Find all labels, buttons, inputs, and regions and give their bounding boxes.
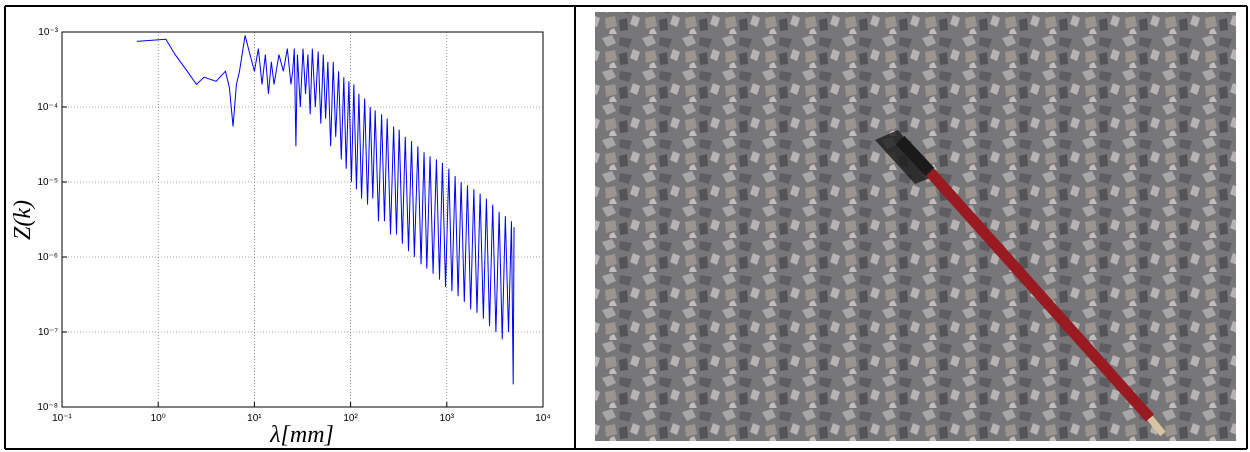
gravel-photo	[595, 12, 1236, 441]
x-tick-label: 10¹	[247, 413, 262, 424]
x-tick-label: 10⁰	[151, 413, 166, 424]
y-tick-label: 10⁻⁵	[37, 177, 58, 188]
pencil-eraser	[895, 135, 935, 177]
y-tick-label: 10⁻⁸	[37, 402, 58, 413]
x-tick-label: 10⁴	[535, 413, 550, 424]
x-axis-label: λ[mm]	[269, 422, 334, 448]
y-tick-label: 10⁻⁷	[38, 327, 58, 338]
y-tick-label: 10⁻⁴	[37, 102, 58, 113]
x-tick-label: 10⁻¹	[52, 413, 72, 424]
frame	[4, 5, 1248, 450]
x-tick-label: 10³	[440, 413, 455, 424]
y-tick-label: 10⁻³	[38, 27, 58, 38]
photo	[595, 12, 1236, 441]
x-tick-label: 10²	[343, 413, 358, 424]
pencil-body	[925, 168, 1155, 422]
pencil-shadow	[875, 130, 935, 184]
y-axis-label: Z(k)	[10, 200, 36, 240]
pencil-tip	[1147, 415, 1166, 437]
data-line	[136, 35, 515, 385]
plot-box	[61, 31, 544, 408]
y-tick-label: 10⁻⁶	[37, 252, 58, 263]
